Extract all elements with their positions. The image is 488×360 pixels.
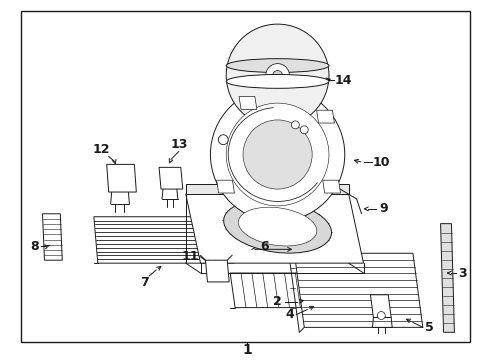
Ellipse shape <box>223 200 331 253</box>
Circle shape <box>300 126 307 134</box>
Ellipse shape <box>226 75 328 88</box>
Circle shape <box>226 103 328 206</box>
Text: 1: 1 <box>242 343 251 357</box>
Circle shape <box>272 71 282 80</box>
Polygon shape <box>94 217 234 263</box>
Polygon shape <box>159 167 183 189</box>
Polygon shape <box>205 260 229 282</box>
Circle shape <box>291 121 299 129</box>
Circle shape <box>226 24 328 127</box>
Text: 9: 9 <box>378 202 387 215</box>
Text: 12: 12 <box>93 143 110 156</box>
Polygon shape <box>216 180 234 193</box>
Polygon shape <box>322 180 340 193</box>
Text: 3: 3 <box>457 266 466 279</box>
Circle shape <box>218 135 228 145</box>
Text: 14: 14 <box>334 74 352 87</box>
Ellipse shape <box>226 59 328 72</box>
Text: 8: 8 <box>30 240 39 253</box>
Polygon shape <box>230 273 343 307</box>
Text: 2: 2 <box>273 295 282 308</box>
Ellipse shape <box>238 207 316 246</box>
Circle shape <box>210 87 344 222</box>
Polygon shape <box>106 165 136 192</box>
Text: 6: 6 <box>260 240 268 253</box>
Text: 5: 5 <box>425 321 433 334</box>
Text: 7: 7 <box>140 276 148 289</box>
Circle shape <box>243 120 311 189</box>
Polygon shape <box>316 110 334 123</box>
Polygon shape <box>370 295 390 318</box>
Polygon shape <box>239 96 256 109</box>
Polygon shape <box>42 214 62 260</box>
Circle shape <box>265 64 289 87</box>
Polygon shape <box>185 194 363 263</box>
Polygon shape <box>294 253 422 327</box>
Polygon shape <box>282 240 301 258</box>
Text: 4: 4 <box>285 308 293 321</box>
Text: 11: 11 <box>182 250 199 263</box>
Polygon shape <box>185 184 348 194</box>
Circle shape <box>377 311 385 319</box>
Text: 13: 13 <box>170 138 187 151</box>
Text: 10: 10 <box>372 156 389 169</box>
Polygon shape <box>440 224 453 332</box>
